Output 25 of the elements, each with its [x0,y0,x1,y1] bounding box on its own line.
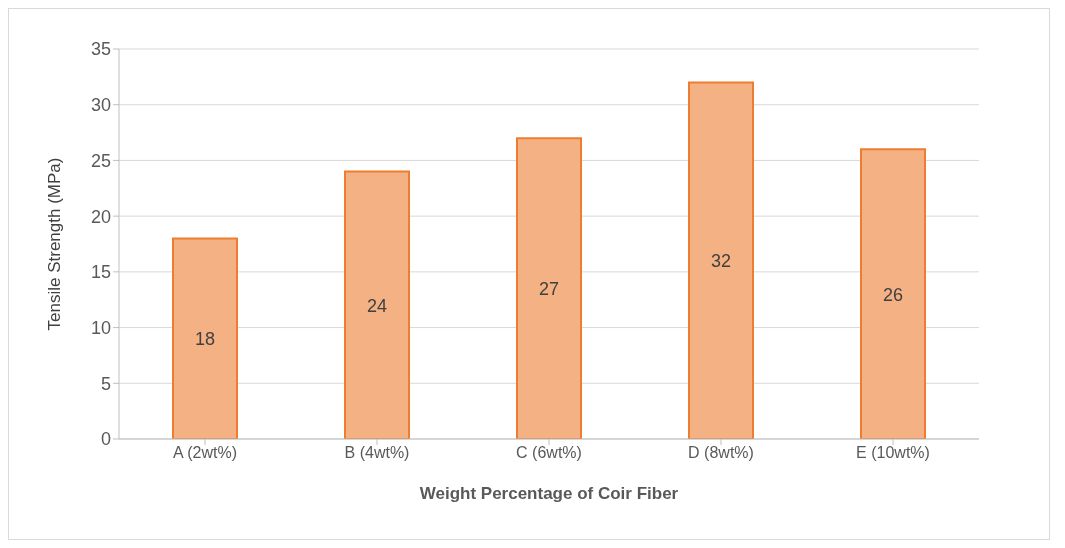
y-tick-label: 15 [90,262,111,283]
data-label: 26 [882,284,904,305]
bar [688,81,754,439]
y-axis-title: Tensile Strength (MPa) [45,157,65,331]
data-label: 27 [538,278,560,299]
x-tick-label: D (8wt%) [688,444,754,462]
bar [344,170,410,439]
data-label: 24 [366,295,388,316]
y-tick-label: 0 [100,429,111,450]
y-tick-label: 35 [90,39,111,60]
data-label: 32 [710,251,732,272]
x-tick-label: C (6wt%) [516,444,582,462]
y-tick-label: 20 [90,206,111,227]
y-tick-label: 25 [90,150,111,171]
bar [172,237,238,439]
x-tick-label: B (4wt%) [344,444,410,462]
y-tick-label: 5 [100,373,111,394]
bar [860,148,926,439]
x-tick-label: E (10wt%) [856,444,930,462]
bar [516,137,582,439]
data-label: 18 [194,329,216,350]
y-tick-label: 10 [90,317,111,338]
x-tick-label: A (2wt%) [172,444,238,462]
x-axis-title: Weight Percentage of Coir Fiber [419,484,679,503]
y-tick-label: 30 [90,95,111,116]
